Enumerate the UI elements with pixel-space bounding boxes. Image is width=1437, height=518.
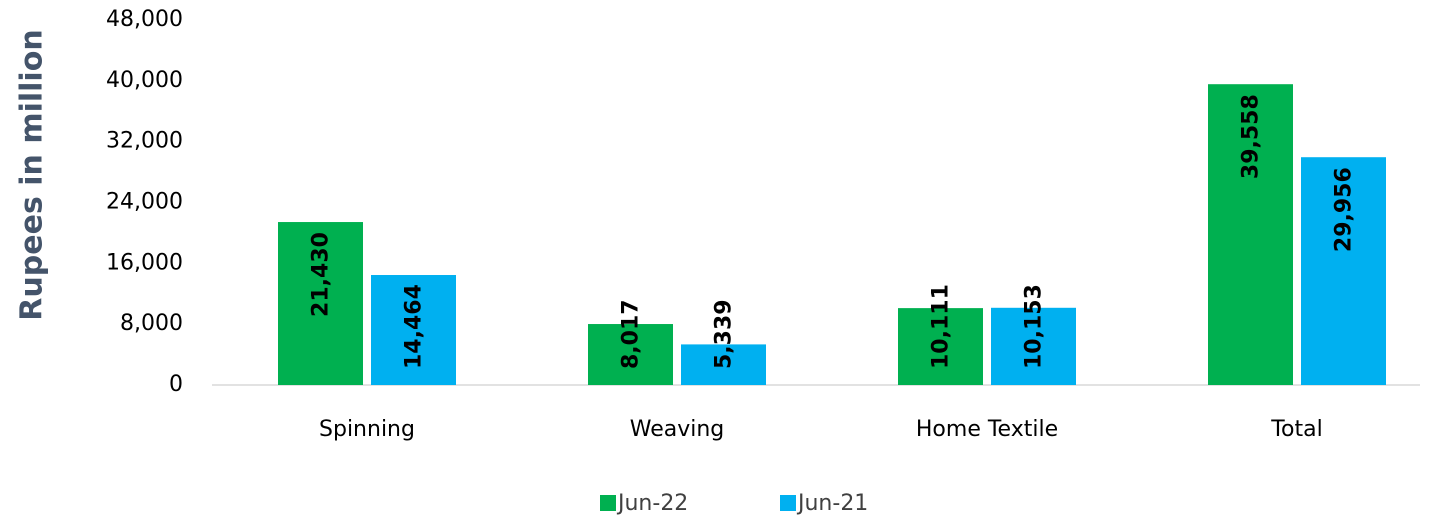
value-label: 10,153: [1022, 284, 1047, 369]
y-tick-label: 48,000: [106, 7, 183, 32]
bar: [898, 308, 983, 385]
bar: [588, 324, 673, 385]
value-label: 29,956: [1332, 167, 1357, 252]
value-label: 5,339: [712, 299, 737, 369]
bar: [681, 344, 766, 385]
y-tick-label: 40,000: [106, 68, 183, 93]
x-tick-label: Total: [1270, 417, 1322, 442]
legend-label: Jun-22: [616, 491, 688, 516]
y-tick-label: 24,000: [106, 190, 183, 215]
y-tick-label: 16,000: [106, 250, 183, 275]
value-label: 39,558: [1239, 94, 1264, 179]
bar: [1208, 84, 1293, 386]
legend-swatch: [600, 495, 616, 511]
legend-label: Jun-21: [796, 491, 868, 516]
x-tick-label: Home Textile: [916, 417, 1058, 442]
legend-swatch: [780, 495, 796, 511]
x-tick-label: Weaving: [630, 417, 725, 442]
y-tick-label: 8,000: [120, 311, 183, 336]
y-axis-label: Rupees in million: [15, 29, 50, 320]
y-tick-label: 32,000: [106, 129, 183, 154]
bar: [1301, 157, 1386, 385]
value-label: 8,017: [619, 299, 644, 369]
value-label: 14,464: [402, 284, 427, 369]
value-label: 10,111: [929, 284, 954, 369]
bar: [278, 222, 363, 385]
x-tick-label: Spinning: [319, 417, 415, 442]
y-tick-label: 0: [169, 372, 183, 397]
bar: [991, 307, 1076, 385]
value-label: 21,430: [309, 232, 334, 317]
bar: [371, 275, 456, 385]
